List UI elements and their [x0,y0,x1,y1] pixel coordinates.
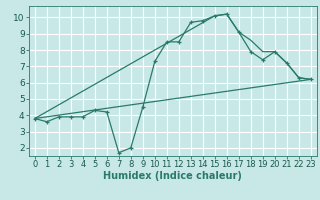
X-axis label: Humidex (Indice chaleur): Humidex (Indice chaleur) [103,171,242,181]
